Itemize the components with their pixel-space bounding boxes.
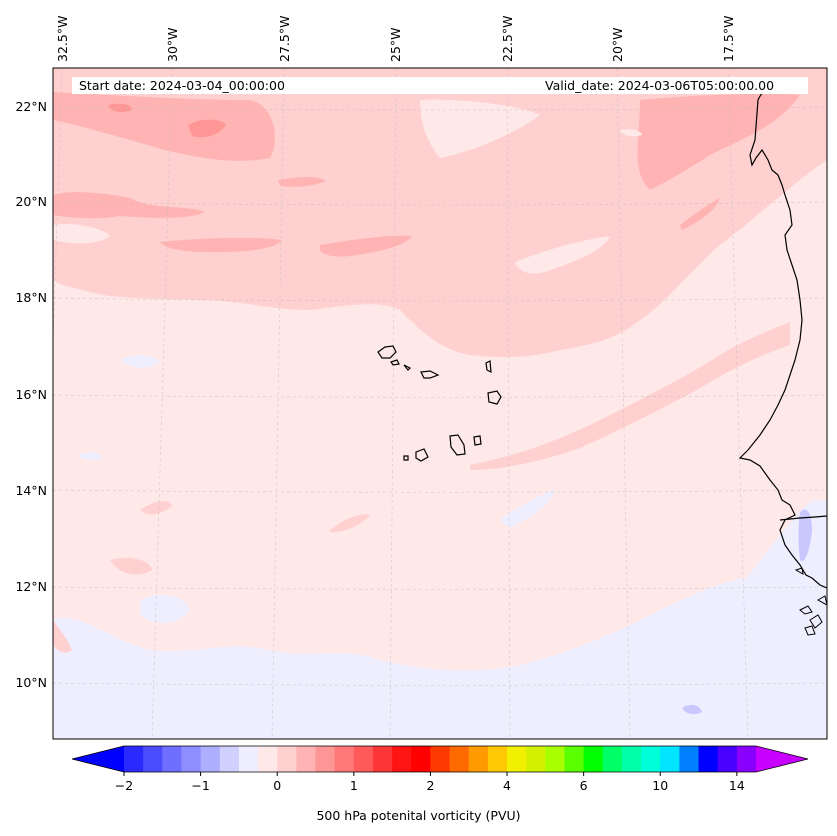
lat-label: 18°N [15, 290, 47, 305]
pv-negative-south [53, 570, 827, 739]
colorbar-tick-label: 2 [426, 778, 435, 793]
colorbar-segment [736, 746, 757, 772]
colorbar-segment [641, 746, 661, 772]
lon-label: 27.5°W [277, 15, 292, 62]
colorbar-segment [487, 746, 508, 772]
pv-negative-spot [120, 355, 160, 368]
pv-max-1 [188, 119, 226, 138]
lat-label: 12°N [15, 579, 47, 594]
pv-low-1 [53, 224, 110, 244]
pv-negative-mid [500, 490, 555, 528]
pv-low-4 [620, 129, 642, 137]
pv-negative-west [140, 594, 190, 624]
graticule [53, 68, 827, 739]
pv-streak-3 [320, 235, 412, 257]
colorbar-segment [124, 746, 144, 772]
colorbar-tick-label: 10 [652, 778, 669, 793]
gambia-river [779, 515, 827, 521]
lat-label: 22°N [15, 99, 47, 114]
colorbar-segment [468, 746, 489, 772]
colorbar-segment [143, 746, 163, 772]
colorbar-segment [392, 746, 412, 772]
pv-streak-7 [278, 177, 326, 187]
pv-band-diagonal [470, 322, 790, 470]
colorbar-tick-label: −2 [114, 778, 134, 793]
lat-label: 16°N [15, 387, 47, 402]
colorbar-segment [219, 746, 240, 772]
date-info-box [72, 77, 808, 94]
colorbar-segment [621, 746, 642, 772]
colorbar-tick-label: 4 [503, 778, 511, 793]
colorbar-tick-label: 14 [728, 778, 745, 793]
colorbar-extend-max [756, 746, 808, 772]
colorbar-segment [698, 746, 719, 772]
colorbar-segment [679, 746, 700, 772]
pv-pocket-2 [140, 501, 172, 515]
lat-label: 14°N [15, 483, 47, 498]
pv-streak-2 [53, 192, 205, 219]
pv-low-2 [515, 236, 610, 274]
pv-negative-spot-2 [78, 452, 102, 461]
pv-pocket-4 [53, 620, 72, 653]
start-date-label: Start date: 2024-03-04_00:00:00 [79, 78, 285, 93]
colorbar-segment [238, 746, 259, 772]
lon-label: 17.5°W [721, 15, 736, 62]
colorbar-segment [258, 746, 278, 772]
colorbar-segment [296, 746, 317, 772]
colorbar-segment [660, 746, 680, 772]
lon-label: 25°W [388, 27, 403, 62]
coast-islands [794, 567, 827, 636]
pv-blue-spot-2 [798, 509, 812, 561]
colorbar-segment [334, 746, 355, 772]
colorbar-segment [277, 746, 297, 772]
colorbar-segment [411, 746, 431, 772]
colorbar-extend-min [72, 746, 124, 772]
colorbar-segment [430, 746, 451, 772]
lon-label: 32.5°W [55, 15, 70, 62]
colorbar [71, 745, 809, 776]
lon-label: 30°W [165, 27, 180, 62]
colorbar-segment [353, 746, 374, 772]
pv-pocket-1 [110, 558, 152, 575]
colorbar-segment [564, 746, 585, 772]
map-frame [52, 67, 828, 740]
colorbar-segment [200, 746, 221, 772]
colorbar-segment [372, 746, 393, 772]
colorbar-segment [602, 746, 623, 772]
colorbar-tick-label: 0 [273, 778, 282, 793]
pv-pocket-3 [330, 514, 370, 533]
pv-streak-5 [637, 93, 800, 190]
colorbar-segment [449, 746, 470, 772]
colorbar-segment [181, 746, 202, 772]
colorbar-tick-label: 1 [349, 778, 358, 793]
pv-streak-1 [53, 92, 275, 161]
colorbar-tick-label: −1 [191, 778, 210, 793]
pv-streak-6 [680, 198, 720, 230]
africa-coastline [738, 79, 827, 589]
lon-label: 20°W [610, 27, 625, 62]
colorbar-segment [315, 746, 336, 772]
colorbar-segment [583, 746, 604, 772]
pv-streak-4 [160, 237, 282, 253]
colorbar-label: 500 hPa potenital vorticity (PVU) [316, 808, 521, 823]
colorbar-segment [545, 746, 565, 772]
lat-label: 20°N [15, 194, 47, 209]
valid-date-label: Valid_date: 2024-03-06T05:00:00.00 [545, 78, 775, 93]
colorbar-tick-label: 6 [579, 778, 588, 793]
lat-label: 10°N [15, 675, 47, 690]
cape-verde-islands [377, 345, 502, 462]
lon-label: 22.5°W [500, 15, 515, 62]
colorbar-segment [162, 746, 182, 772]
colorbar-segment [526, 746, 546, 772]
colorbar-segment [717, 746, 738, 772]
pv-blue-spot-1 [682, 704, 702, 715]
pv-low-3 [420, 99, 540, 158]
colorbar-segment [507, 746, 527, 772]
